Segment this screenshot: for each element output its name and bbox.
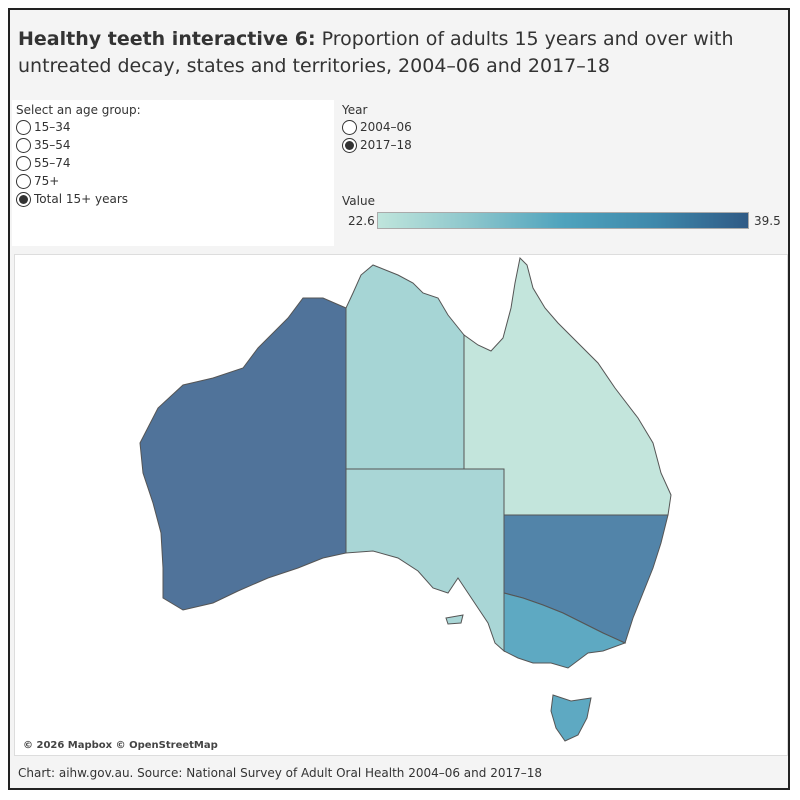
age-group-filter: Select an age group: 15–34 35–54 55–74 75+ T… <box>12 100 334 246</box>
radio-button-icon[interactable] <box>16 155 31 171</box>
legend-label: Value <box>342 194 375 208</box>
radio-button-icon[interactable] <box>16 191 31 207</box>
option-label: Total 15+ years <box>34 192 129 206</box>
radio-button-icon[interactable] <box>342 137 357 153</box>
option-label: 55–74 <box>34 156 71 170</box>
state-nt[interactable] <box>345 264 465 470</box>
map[interactable]: © 2026 Mapbox © OpenStreetMap <box>14 254 788 756</box>
option-label: 15–34 <box>34 120 71 134</box>
title-text: Proportion of adults 15 years and over w… <box>18 28 734 77</box>
option-label: 2004–06 <box>360 120 412 134</box>
age-group-option[interactable]: 55–74 <box>16 154 334 172</box>
year-option[interactable]: 2004–06 <box>342 118 412 136</box>
map-attribution[interactable]: © 2026 Mapbox © OpenStreetMap <box>23 740 218 751</box>
radio-button-icon[interactable] <box>342 119 357 135</box>
state-sa[interactable] <box>345 468 505 653</box>
australia-map[interactable] <box>15 255 787 755</box>
legend-max: 39.5 <box>754 214 781 228</box>
year-filter: Year 2004–06 2017–18 <box>342 100 412 154</box>
color-legend: Value 22.6 39.5 <box>342 194 782 229</box>
radio-button-icon[interactable] <box>16 137 31 153</box>
age-group-option[interactable]: Total 15+ years <box>16 190 334 208</box>
state-wa[interactable] <box>139 297 347 611</box>
option-label: 75+ <box>34 174 60 188</box>
kangaroo-island <box>445 614 464 625</box>
age-group-option[interactable]: 35–54 <box>16 136 334 154</box>
option-label: 2017–18 <box>360 138 412 152</box>
age-group-option[interactable]: 75+ <box>16 172 334 190</box>
radio-button-icon[interactable] <box>16 119 31 135</box>
page-title: Healthy teeth interactive 6: Proportion … <box>18 26 758 80</box>
title-bold: Healthy teeth interactive 6: <box>18 28 316 50</box>
year-option[interactable]: 2017–18 <box>342 136 412 154</box>
year-filter-label: Year <box>342 103 368 117</box>
legend-gradient <box>377 212 749 229</box>
age-filter-label: Select an age group: <box>16 103 141 117</box>
option-label: 35–54 <box>34 138 71 152</box>
legend-min: 22.6 <box>348 214 375 228</box>
state-vic[interactable] <box>503 592 627 669</box>
state-tas[interactable] <box>550 694 592 742</box>
dashboard: Healthy teeth interactive 6: Proportion … <box>8 8 790 790</box>
radio-button-icon[interactable] <box>16 173 31 189</box>
age-group-option[interactable]: 15–34 <box>16 118 334 136</box>
source-note: Chart: aihw.gov.au. Source: National Sur… <box>18 766 543 780</box>
